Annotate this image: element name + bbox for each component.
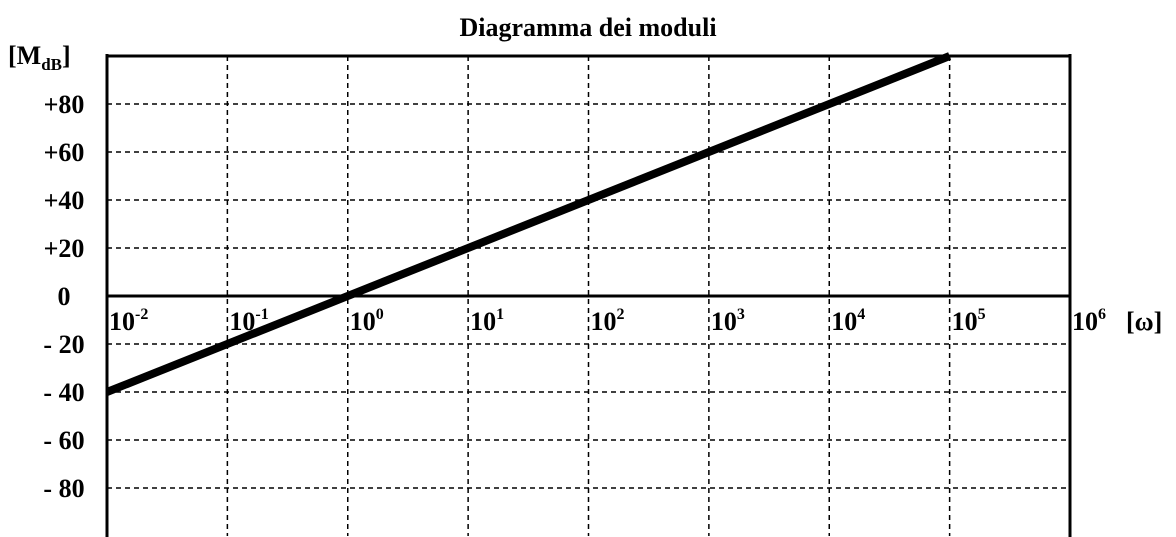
tick-base: 10 (831, 307, 857, 336)
tick-exponent: 4 (857, 306, 865, 323)
x-tick-label: 10-2 (109, 306, 148, 336)
y-label-sub: dB (41, 55, 62, 74)
chart-title: Diagramma dei moduli (459, 13, 716, 42)
x-tick-label: 106 (1072, 306, 1106, 336)
x-tick-label: 101 (470, 306, 504, 336)
x-axis-label: [ω] (1126, 307, 1162, 336)
tick-base: 10 (109, 307, 135, 336)
tick-base: 10 (1072, 307, 1098, 336)
y-tick-label: - 40 (43, 378, 84, 407)
tick-exponent: 3 (737, 306, 745, 323)
y-tick-label: 0 (58, 282, 71, 311)
tick-exponent: 0 (376, 306, 384, 323)
x-tick-label: 103 (711, 306, 745, 336)
tick-exponent: -2 (135, 306, 148, 323)
tick-base: 10 (470, 307, 496, 336)
y-tick-label: +80 (44, 90, 85, 119)
y-tick-label: - 20 (43, 330, 84, 359)
magnitude-line (105, 52, 952, 396)
tick-base: 10 (591, 307, 617, 336)
tick-base: 10 (711, 307, 737, 336)
x-tick-label: 102 (591, 306, 625, 336)
y-tick-label: +60 (44, 138, 85, 167)
tick-exponent: 1 (496, 306, 504, 323)
y-label-main: [M (8, 41, 41, 70)
x-tick-label: 105 (952, 306, 986, 336)
tick-exponent: 2 (617, 306, 625, 323)
y-tick-label: - 80 (43, 474, 84, 503)
tick-exponent: -1 (255, 306, 268, 323)
y-axis-label: [MdB] (8, 41, 71, 74)
tick-exponent: 6 (1098, 306, 1106, 323)
x-tick-label: 104 (831, 306, 865, 336)
y-tick-label: +40 (44, 186, 85, 215)
x-tick-label: 10-1 (229, 306, 268, 336)
tick-base: 10 (952, 307, 978, 336)
tick-exponent: 5 (978, 306, 986, 323)
y-tick-label: - 60 (43, 426, 84, 455)
y-tick-label: +20 (44, 234, 85, 263)
tick-base: 10 (350, 307, 376, 336)
x-tick-label: 100 (350, 306, 384, 336)
y-label-after: ] (62, 41, 71, 70)
